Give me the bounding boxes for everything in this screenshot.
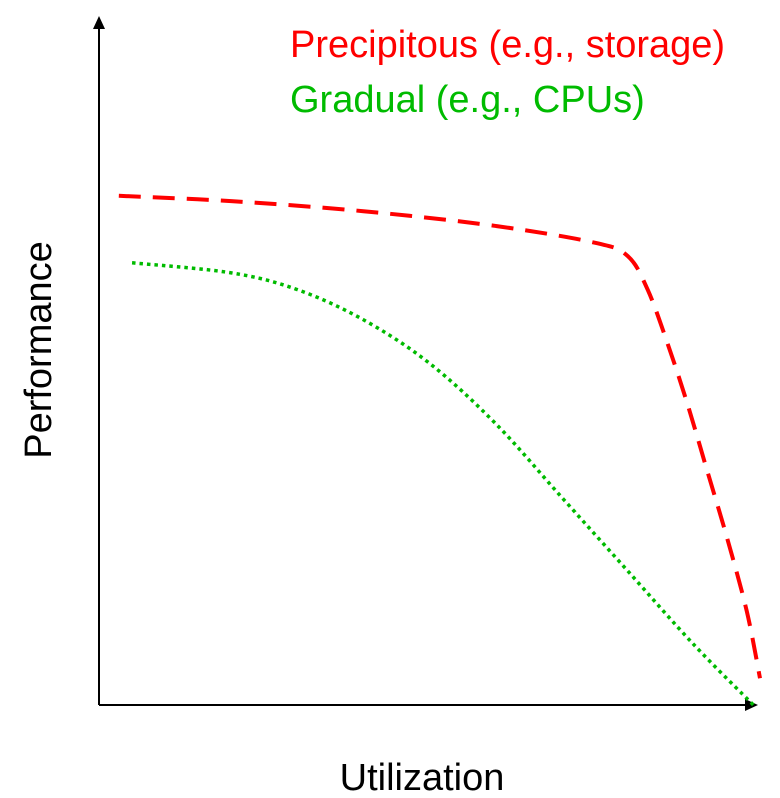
series-line-gradual <box>131 261 755 707</box>
x-axis-label: Utilization <box>340 757 505 798</box>
series-layer <box>118 193 762 707</box>
legend-entry-gradual: Gradual (e.g., CPUs) <box>290 79 645 121</box>
legend-entry-precipitous: Precipitous (e.g., storage) <box>290 24 725 66</box>
series-line-precipitous <box>118 193 762 679</box>
y-axis-label: Performance <box>18 241 60 459</box>
